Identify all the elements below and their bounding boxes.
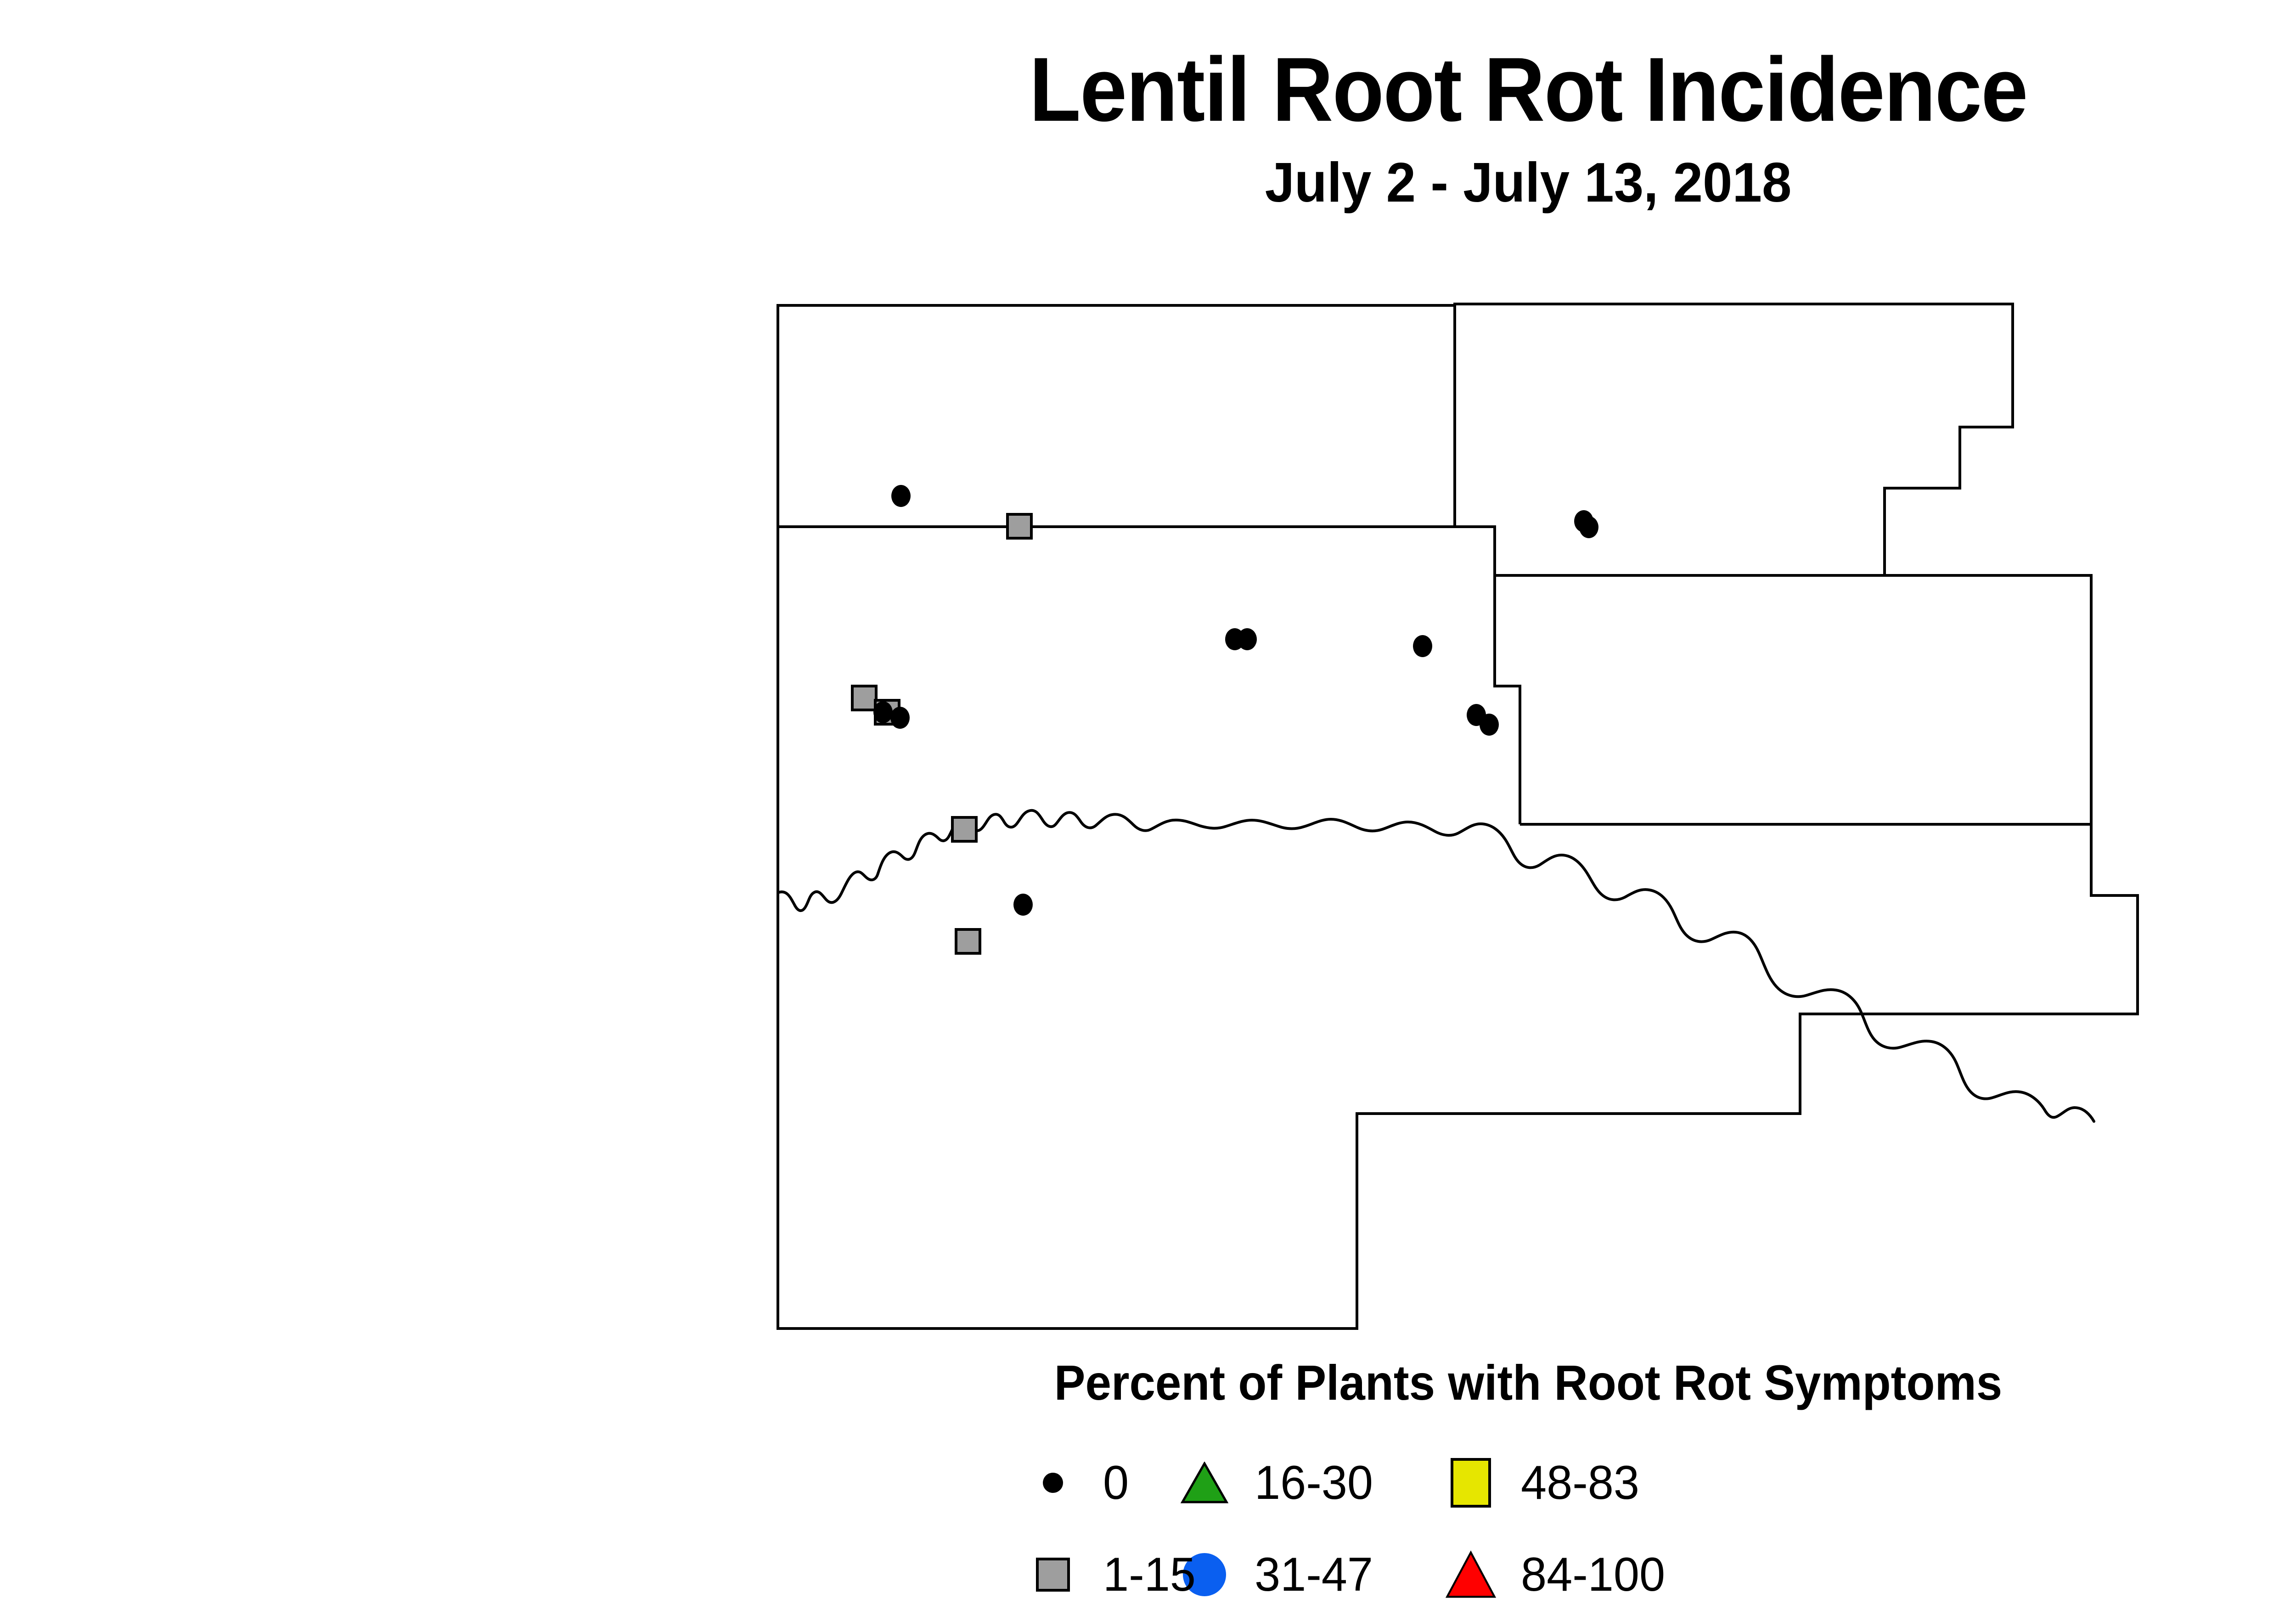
legend-item-16-30[interactable]: 16-30: [1179, 1456, 1446, 1510]
map-marker-1-15[interactable]: [874, 699, 900, 726]
legend-label-1-15: 1-15: [1103, 1548, 1196, 1601]
region-outline: [777, 303, 2139, 1330]
legend-label-48-83: 48-83: [1521, 1456, 1640, 1509]
legend-item-84-100[interactable]: 84-100: [1446, 1548, 1703, 1602]
title-block: Lentil Root Rot Incidence July 2 - July …: [0, 39, 2296, 214]
data-points-layer: [851, 485, 1598, 955]
map-marker-0[interactable]: [1480, 714, 1499, 736]
map-marker-1-15[interactable]: [851, 685, 878, 711]
legend-label-16-30: 16-30: [1255, 1456, 1373, 1509]
legend-label-31-47: 31-47: [1255, 1548, 1373, 1601]
map-marker-0[interactable]: [873, 701, 893, 723]
map-marker-0[interactable]: [1013, 894, 1033, 916]
legend: Percent of Plants with Root Rot Symptoms…: [0, 1354, 2296, 1610]
legend-label-84-100: 84-100: [1521, 1548, 1666, 1601]
map-marker-0[interactable]: [1225, 628, 1244, 650]
page-title: Lentil Root Rot Incidence: [1029, 39, 2028, 140]
legend-item-48-83[interactable]: 48-83: [1446, 1456, 1703, 1510]
map-marker-1-15[interactable]: [955, 928, 981, 955]
yellow-square-icon: [1446, 1458, 1496, 1508]
map-marker-0[interactable]: [890, 707, 910, 729]
legend-item-0[interactable]: 0: [1028, 1456, 1179, 1510]
map-marker-0[interactable]: [891, 485, 911, 507]
map-marker-0[interactable]: [1574, 510, 1593, 532]
legend-heading: Percent of Plants with Root Rot Symptoms: [1054, 1355, 2003, 1410]
county-border-central-vertical: [1493, 575, 1521, 824]
map-marker-0[interactable]: [1238, 628, 1257, 650]
black-dot-icon: [1028, 1458, 1078, 1508]
river-boundary: [777, 809, 2095, 1123]
map-marker-0[interactable]: [1579, 516, 1598, 538]
gray-square-icon: [1028, 1549, 1078, 1600]
county-border-ne-step: [1455, 525, 1885, 577]
green-triangle-icon: [1179, 1458, 1230, 1508]
red-triangle-icon: [1446, 1549, 1496, 1600]
page-subtitle: July 2 - July 13, 2018: [1265, 151, 1792, 214]
legend-grid: 0 16-30 48-83 1-15: [1028, 1437, 2029, 1610]
map-marker-1-15[interactable]: [1006, 513, 1033, 540]
legend-label-0: 0: [1103, 1456, 1129, 1509]
map-marker-0[interactable]: [1467, 704, 1486, 726]
legend-item-1-15[interactable]: 1-15: [1028, 1548, 1196, 1602]
map-marker-1-15[interactable]: [951, 816, 978, 843]
legend-item-31-47[interactable]: 31-47: [1179, 1548, 1446, 1602]
blue-circle-icon: [1179, 1549, 1230, 1600]
map-marker-0[interactable]: [1413, 635, 1432, 657]
